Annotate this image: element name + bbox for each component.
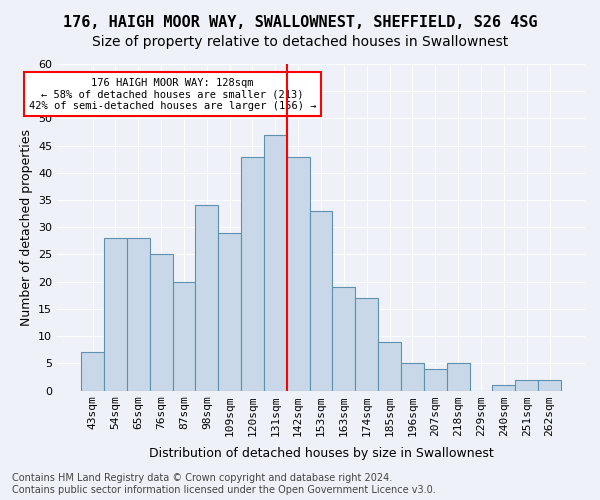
- Text: Contains HM Land Registry data © Crown copyright and database right 2024.
Contai: Contains HM Land Registry data © Crown c…: [12, 474, 436, 495]
- Bar: [196, 206, 218, 390]
- Bar: [515, 380, 538, 390]
- Bar: [310, 211, 332, 390]
- X-axis label: Distribution of detached houses by size in Swallownest: Distribution of detached houses by size …: [149, 447, 493, 460]
- Bar: [447, 364, 470, 390]
- Bar: [287, 156, 310, 390]
- Bar: [149, 254, 173, 390]
- Bar: [332, 287, 355, 391]
- Bar: [127, 238, 149, 390]
- Bar: [264, 134, 287, 390]
- Bar: [493, 385, 515, 390]
- Text: 176 HAIGH MOOR WAY: 128sqm
← 58% of detached houses are smaller (213)
42% of sem: 176 HAIGH MOOR WAY: 128sqm ← 58% of deta…: [29, 78, 316, 111]
- Text: 176, HAIGH MOOR WAY, SWALLOWNEST, SHEFFIELD, S26 4SG: 176, HAIGH MOOR WAY, SWALLOWNEST, SHEFFI…: [63, 15, 537, 30]
- Bar: [104, 238, 127, 390]
- Bar: [378, 342, 401, 390]
- Bar: [81, 352, 104, 391]
- Bar: [355, 298, 378, 390]
- Bar: [218, 232, 241, 390]
- Y-axis label: Number of detached properties: Number of detached properties: [20, 129, 32, 326]
- Bar: [401, 364, 424, 390]
- Bar: [424, 369, 447, 390]
- Bar: [538, 380, 561, 390]
- Bar: [241, 156, 264, 390]
- Bar: [173, 282, 196, 391]
- Text: Size of property relative to detached houses in Swallownest: Size of property relative to detached ho…: [92, 35, 508, 49]
